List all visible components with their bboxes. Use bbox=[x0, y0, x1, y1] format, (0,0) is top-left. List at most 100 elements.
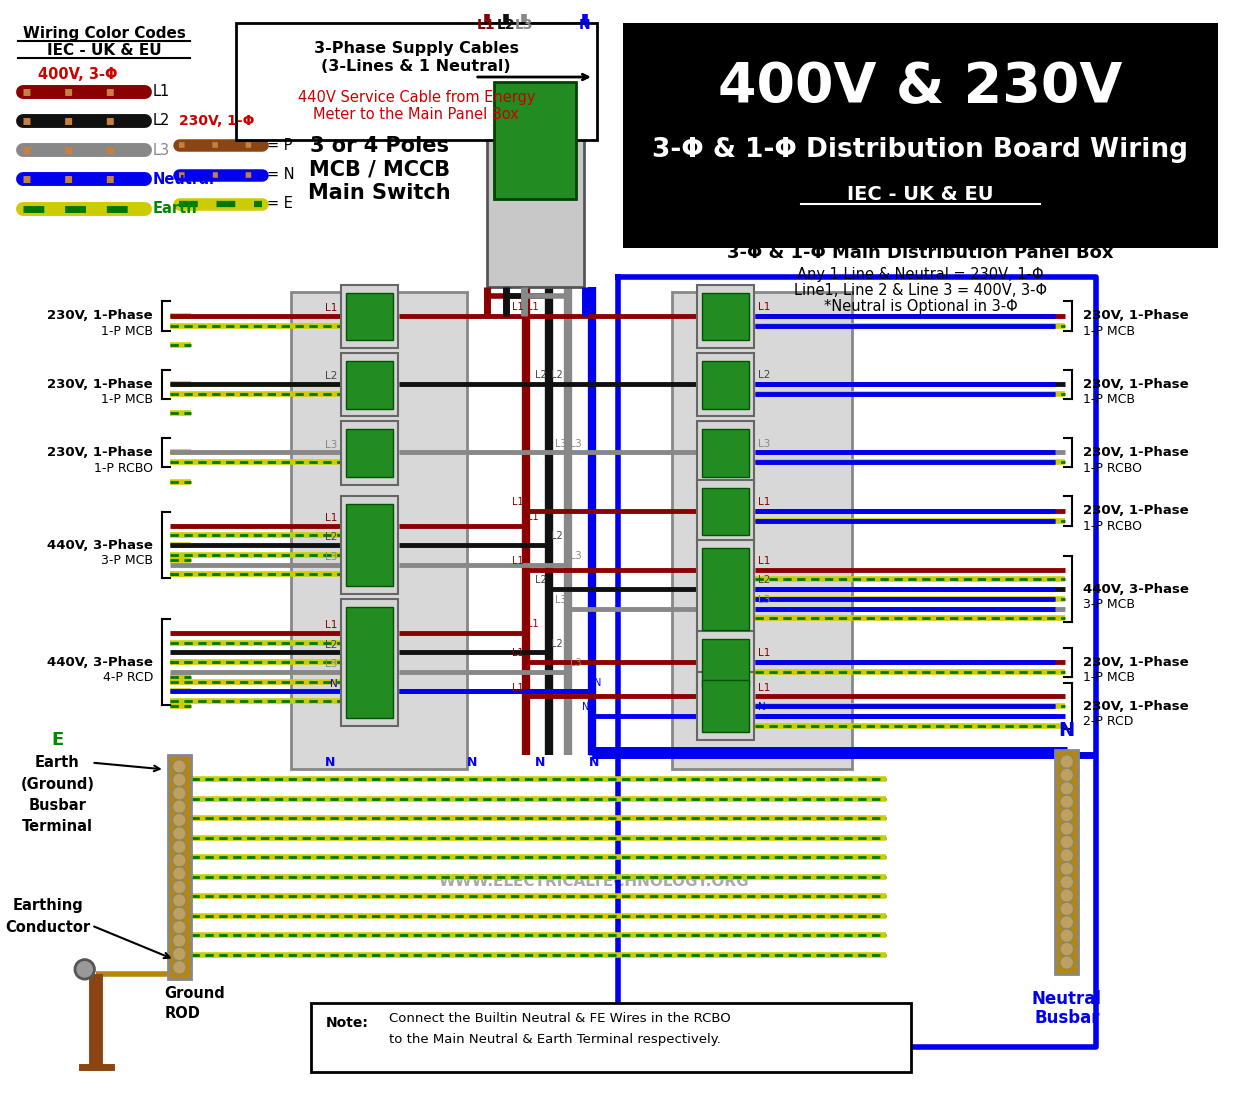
Circle shape bbox=[173, 880, 186, 894]
Text: N: N bbox=[594, 678, 601, 688]
Text: L1: L1 bbox=[325, 513, 338, 522]
Text: L3: L3 bbox=[152, 143, 170, 157]
Circle shape bbox=[173, 893, 186, 907]
Bar bbox=[346, 429, 392, 477]
Text: Neutral: Neutral bbox=[1031, 990, 1101, 1008]
Text: IEC - UK & EU: IEC - UK & EU bbox=[848, 185, 994, 204]
Text: 400V & 230V: 400V & 230V bbox=[719, 59, 1122, 113]
Text: 440V, 3-Phase: 440V, 3-Phase bbox=[1084, 583, 1189, 595]
Text: Conductor: Conductor bbox=[5, 920, 90, 935]
Text: 230V, 1-Phase: 230V, 1-Phase bbox=[48, 309, 152, 322]
Bar bbox=[698, 285, 754, 348]
Bar bbox=[341, 353, 398, 417]
Text: L3: L3 bbox=[514, 19, 532, 32]
Circle shape bbox=[173, 760, 186, 773]
Text: 1-P MCB: 1-P MCB bbox=[101, 324, 152, 338]
Text: 1-P RCBO: 1-P RCBO bbox=[1084, 520, 1142, 534]
Text: WWW.ELECTRICALTECHNOLOGY.ORG: WWW.ELECTRICALTECHNOLOGY.ORG bbox=[439, 874, 749, 889]
Text: L2: L2 bbox=[535, 575, 548, 585]
Text: Neutral: Neutral bbox=[152, 172, 215, 187]
Bar bbox=[291, 292, 468, 769]
Text: L1: L1 bbox=[512, 497, 524, 507]
Circle shape bbox=[173, 773, 186, 786]
Circle shape bbox=[173, 960, 186, 975]
Bar bbox=[698, 421, 754, 485]
Text: L2: L2 bbox=[152, 113, 170, 129]
Text: 1-P MCB: 1-P MCB bbox=[1084, 671, 1135, 684]
Text: 230V, 1-Phase: 230V, 1-Phase bbox=[1084, 446, 1189, 459]
Text: 440V, 3-Phase: 440V, 3-Phase bbox=[48, 656, 152, 669]
Text: L1: L1 bbox=[512, 682, 524, 693]
Circle shape bbox=[173, 800, 186, 814]
Text: 1-P RCBO: 1-P RCBO bbox=[1084, 462, 1142, 474]
Text: L1: L1 bbox=[758, 302, 770, 312]
Text: 1-P MCB: 1-P MCB bbox=[101, 394, 152, 406]
Circle shape bbox=[173, 867, 186, 880]
Text: N: N bbox=[758, 702, 765, 712]
Circle shape bbox=[1060, 862, 1074, 876]
Bar bbox=[698, 480, 754, 543]
Text: = P: = P bbox=[268, 138, 292, 153]
Text: 400V, 3-Φ: 400V, 3-Φ bbox=[38, 67, 118, 81]
Circle shape bbox=[1060, 915, 1074, 930]
Bar bbox=[236, 23, 596, 141]
Text: L2: L2 bbox=[325, 372, 338, 382]
Text: Line1, Line 2 & Line 3 = 400V, 3-Φ: Line1, Line 2 & Line 3 = 400V, 3-Φ bbox=[794, 283, 1048, 298]
Bar bbox=[341, 496, 398, 594]
Bar bbox=[703, 293, 749, 340]
Text: 2-P RCD: 2-P RCD bbox=[1084, 715, 1134, 728]
Text: L2: L2 bbox=[496, 19, 515, 32]
Circle shape bbox=[173, 786, 186, 800]
Text: L3: L3 bbox=[570, 551, 582, 561]
Text: L3: L3 bbox=[325, 552, 338, 562]
Text: N: N bbox=[1059, 720, 1075, 740]
Text: L2: L2 bbox=[758, 575, 770, 585]
Text: L2: L2 bbox=[551, 531, 562, 541]
Circle shape bbox=[1060, 943, 1074, 956]
Text: L1: L1 bbox=[758, 648, 770, 659]
Circle shape bbox=[75, 959, 95, 979]
Circle shape bbox=[173, 826, 186, 840]
Text: L1: L1 bbox=[512, 302, 524, 312]
Bar bbox=[341, 421, 398, 485]
Text: ROD: ROD bbox=[165, 1005, 200, 1021]
Text: 1-P RCBO: 1-P RCBO bbox=[94, 462, 152, 474]
Text: N: N bbox=[535, 756, 545, 769]
Text: *Neutral is Optional in 3-Φ: *Neutral is Optional in 3-Φ bbox=[824, 299, 1017, 314]
Text: L3: L3 bbox=[555, 439, 566, 449]
Circle shape bbox=[1060, 782, 1074, 795]
Text: 3-Phase Supply Cables
(3-Lines & 1 Neutral): 3-Phase Supply Cables (3-Lines & 1 Neutr… bbox=[314, 42, 519, 74]
Bar bbox=[703, 487, 749, 536]
Text: L2: L2 bbox=[551, 639, 562, 649]
Text: L2: L2 bbox=[535, 371, 548, 381]
Text: N: N bbox=[589, 756, 599, 769]
Bar bbox=[698, 353, 754, 417]
Bar bbox=[671, 292, 852, 769]
Circle shape bbox=[173, 813, 186, 827]
Text: N: N bbox=[466, 756, 478, 769]
Circle shape bbox=[173, 908, 186, 921]
Text: 230V, 1-Phase: 230V, 1-Phase bbox=[1084, 700, 1189, 713]
Text: 3-P MCB: 3-P MCB bbox=[1084, 598, 1135, 612]
Text: L1: L1 bbox=[325, 304, 338, 313]
Text: Terminal: Terminal bbox=[22, 820, 92, 835]
Text: (Ground): (Ground) bbox=[20, 777, 95, 792]
Text: Busbar: Busbar bbox=[1034, 1009, 1100, 1027]
Text: 230V, 1-Phase: 230V, 1-Phase bbox=[48, 377, 152, 390]
Text: L1: L1 bbox=[528, 619, 539, 629]
Bar bbox=[346, 293, 392, 340]
Circle shape bbox=[173, 947, 186, 960]
Circle shape bbox=[173, 840, 186, 854]
Text: Busbar: Busbar bbox=[29, 798, 86, 813]
Text: L3: L3 bbox=[570, 658, 582, 668]
Text: to the Main Neutral & Earth Terminal respectively.: to the Main Neutral & Earth Terminal res… bbox=[389, 1033, 721, 1046]
Bar bbox=[703, 548, 749, 630]
Bar bbox=[341, 598, 398, 726]
Text: L3: L3 bbox=[758, 595, 770, 605]
Text: Earth: Earth bbox=[35, 755, 80, 770]
Bar bbox=[346, 606, 392, 717]
Circle shape bbox=[1060, 956, 1074, 969]
Bar bbox=[703, 361, 749, 408]
Circle shape bbox=[1060, 876, 1074, 889]
Text: Any 1 Line & Neutral = 230V, 1-Φ: Any 1 Line & Neutral = 230V, 1-Φ bbox=[798, 267, 1044, 283]
